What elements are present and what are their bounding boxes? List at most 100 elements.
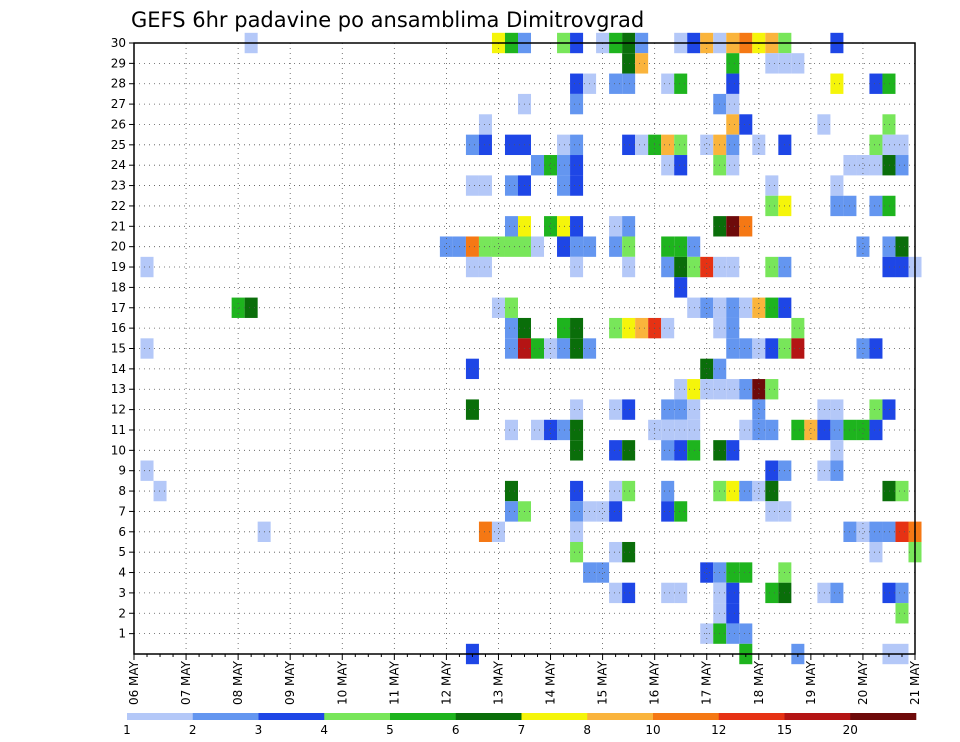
precip-cell	[478, 114, 492, 135]
precip-cell	[700, 297, 714, 318]
precip-cell	[478, 256, 492, 278]
precip-cell	[830, 460, 844, 481]
precip-cell	[153, 480, 167, 502]
legend-swatch	[521, 713, 588, 720]
precip-cell	[765, 582, 779, 604]
y-tick-label: 6	[118, 525, 126, 539]
precip-cell	[504, 419, 518, 441]
legend-label: 15	[777, 723, 792, 737]
precip-cell	[570, 236, 584, 257]
precip-cell	[570, 338, 584, 359]
precip-cell	[609, 236, 623, 257]
precip-cell	[661, 73, 675, 94]
precip-cell	[661, 155, 675, 176]
precip-cell	[726, 582, 740, 604]
legend-label: 12	[711, 723, 726, 737]
y-axis: 1234567891011121314151617181920212223242…	[111, 36, 134, 641]
precip-cell	[765, 297, 779, 318]
x-tick-label: 07 MAY	[179, 660, 193, 705]
precip-cell	[791, 338, 805, 359]
precip-cell	[752, 297, 766, 318]
legend-swatch	[653, 713, 720, 720]
precip-cell	[882, 256, 896, 278]
precip-cell	[504, 480, 518, 502]
precip-cell	[661, 480, 675, 502]
precip-cell	[752, 480, 766, 502]
x-tick-label: 10 MAY	[335, 660, 349, 705]
precip-cell	[765, 480, 779, 502]
y-tick-label: 10	[111, 443, 126, 457]
precip-cell	[635, 134, 649, 156]
x-tick-label: 16 MAY	[648, 660, 662, 705]
precip-cell	[504, 216, 518, 237]
precip-cell	[895, 134, 909, 156]
precip-cell	[609, 501, 623, 522]
x-tick-label: 06 MAY	[127, 660, 141, 705]
precip-cell	[622, 399, 636, 420]
precip-cell	[882, 73, 896, 94]
precip-cell	[609, 480, 623, 502]
precip-cell	[622, 73, 636, 94]
precip-cell	[491, 521, 505, 542]
legend-label: 2	[189, 723, 197, 737]
precip-cell	[465, 256, 479, 278]
y-tick-label: 5	[118, 545, 126, 559]
precip-cell	[570, 501, 584, 522]
y-tick-label: 17	[111, 301, 126, 315]
y-tick-label: 9	[118, 464, 126, 478]
y-tick-label: 24	[111, 158, 126, 172]
legend-swatch	[390, 713, 457, 720]
y-tick-label: 27	[111, 97, 126, 111]
y-tick-label: 7	[118, 504, 126, 518]
precip-cell	[557, 175, 571, 196]
precip-cell	[765, 53, 779, 74]
precip-cell	[752, 399, 766, 420]
precip-cell	[895, 155, 909, 176]
precip-cell	[830, 399, 844, 420]
precip-cell	[504, 134, 518, 156]
precip-cell	[830, 440, 844, 461]
legend-swatch	[784, 713, 851, 720]
y-tick-label: 16	[111, 321, 126, 335]
precip-cell	[140, 338, 154, 359]
precip-cell	[739, 114, 753, 135]
precip-cell	[765, 501, 779, 522]
precip-cell	[570, 317, 584, 339]
precip-cell	[687, 419, 701, 441]
precip-cell	[661, 419, 675, 441]
y-tick-label: 2	[118, 606, 126, 620]
precip-cell	[570, 521, 584, 542]
x-tick-label: 13 MAY	[491, 660, 505, 705]
precip-cell	[661, 582, 675, 604]
precip-cell	[465, 358, 479, 380]
precip-cell	[674, 399, 688, 420]
precip-cell	[622, 134, 636, 156]
precip-cell	[765, 419, 779, 441]
precip-cell	[882, 399, 896, 420]
precip-cell	[596, 501, 610, 522]
precip-cell	[544, 216, 558, 237]
precip-cell	[491, 236, 505, 257]
precip-cell	[244, 297, 258, 318]
y-tick-label: 29	[111, 56, 126, 70]
precip-cell	[557, 216, 571, 237]
x-axis: 06 MAY 07 MAY 08 MAY 09 MAY 10 MAY 11 MAY 12 M…	[127, 654, 922, 705]
y-tick-label: 11	[111, 423, 126, 437]
legend-label: 8	[583, 723, 591, 737]
legend-swatch	[258, 713, 325, 720]
precip-cell	[674, 582, 688, 604]
precip-cell	[687, 379, 701, 400]
precip-cell	[765, 338, 779, 359]
x-tick-label: 18 MAY	[752, 660, 766, 705]
y-tick-label: 15	[111, 342, 126, 356]
legend-label: 7	[518, 723, 526, 737]
precip-cell	[570, 440, 584, 461]
legend-label: 10	[645, 723, 660, 737]
x-tick-label: 21 MAY	[908, 660, 922, 705]
precip-cell	[700, 379, 714, 400]
precip-cell	[830, 582, 844, 604]
y-tick-label: 4	[118, 566, 126, 580]
precip-cell	[674, 134, 688, 156]
precip-cell	[765, 175, 779, 196]
precip-cell	[504, 297, 518, 318]
